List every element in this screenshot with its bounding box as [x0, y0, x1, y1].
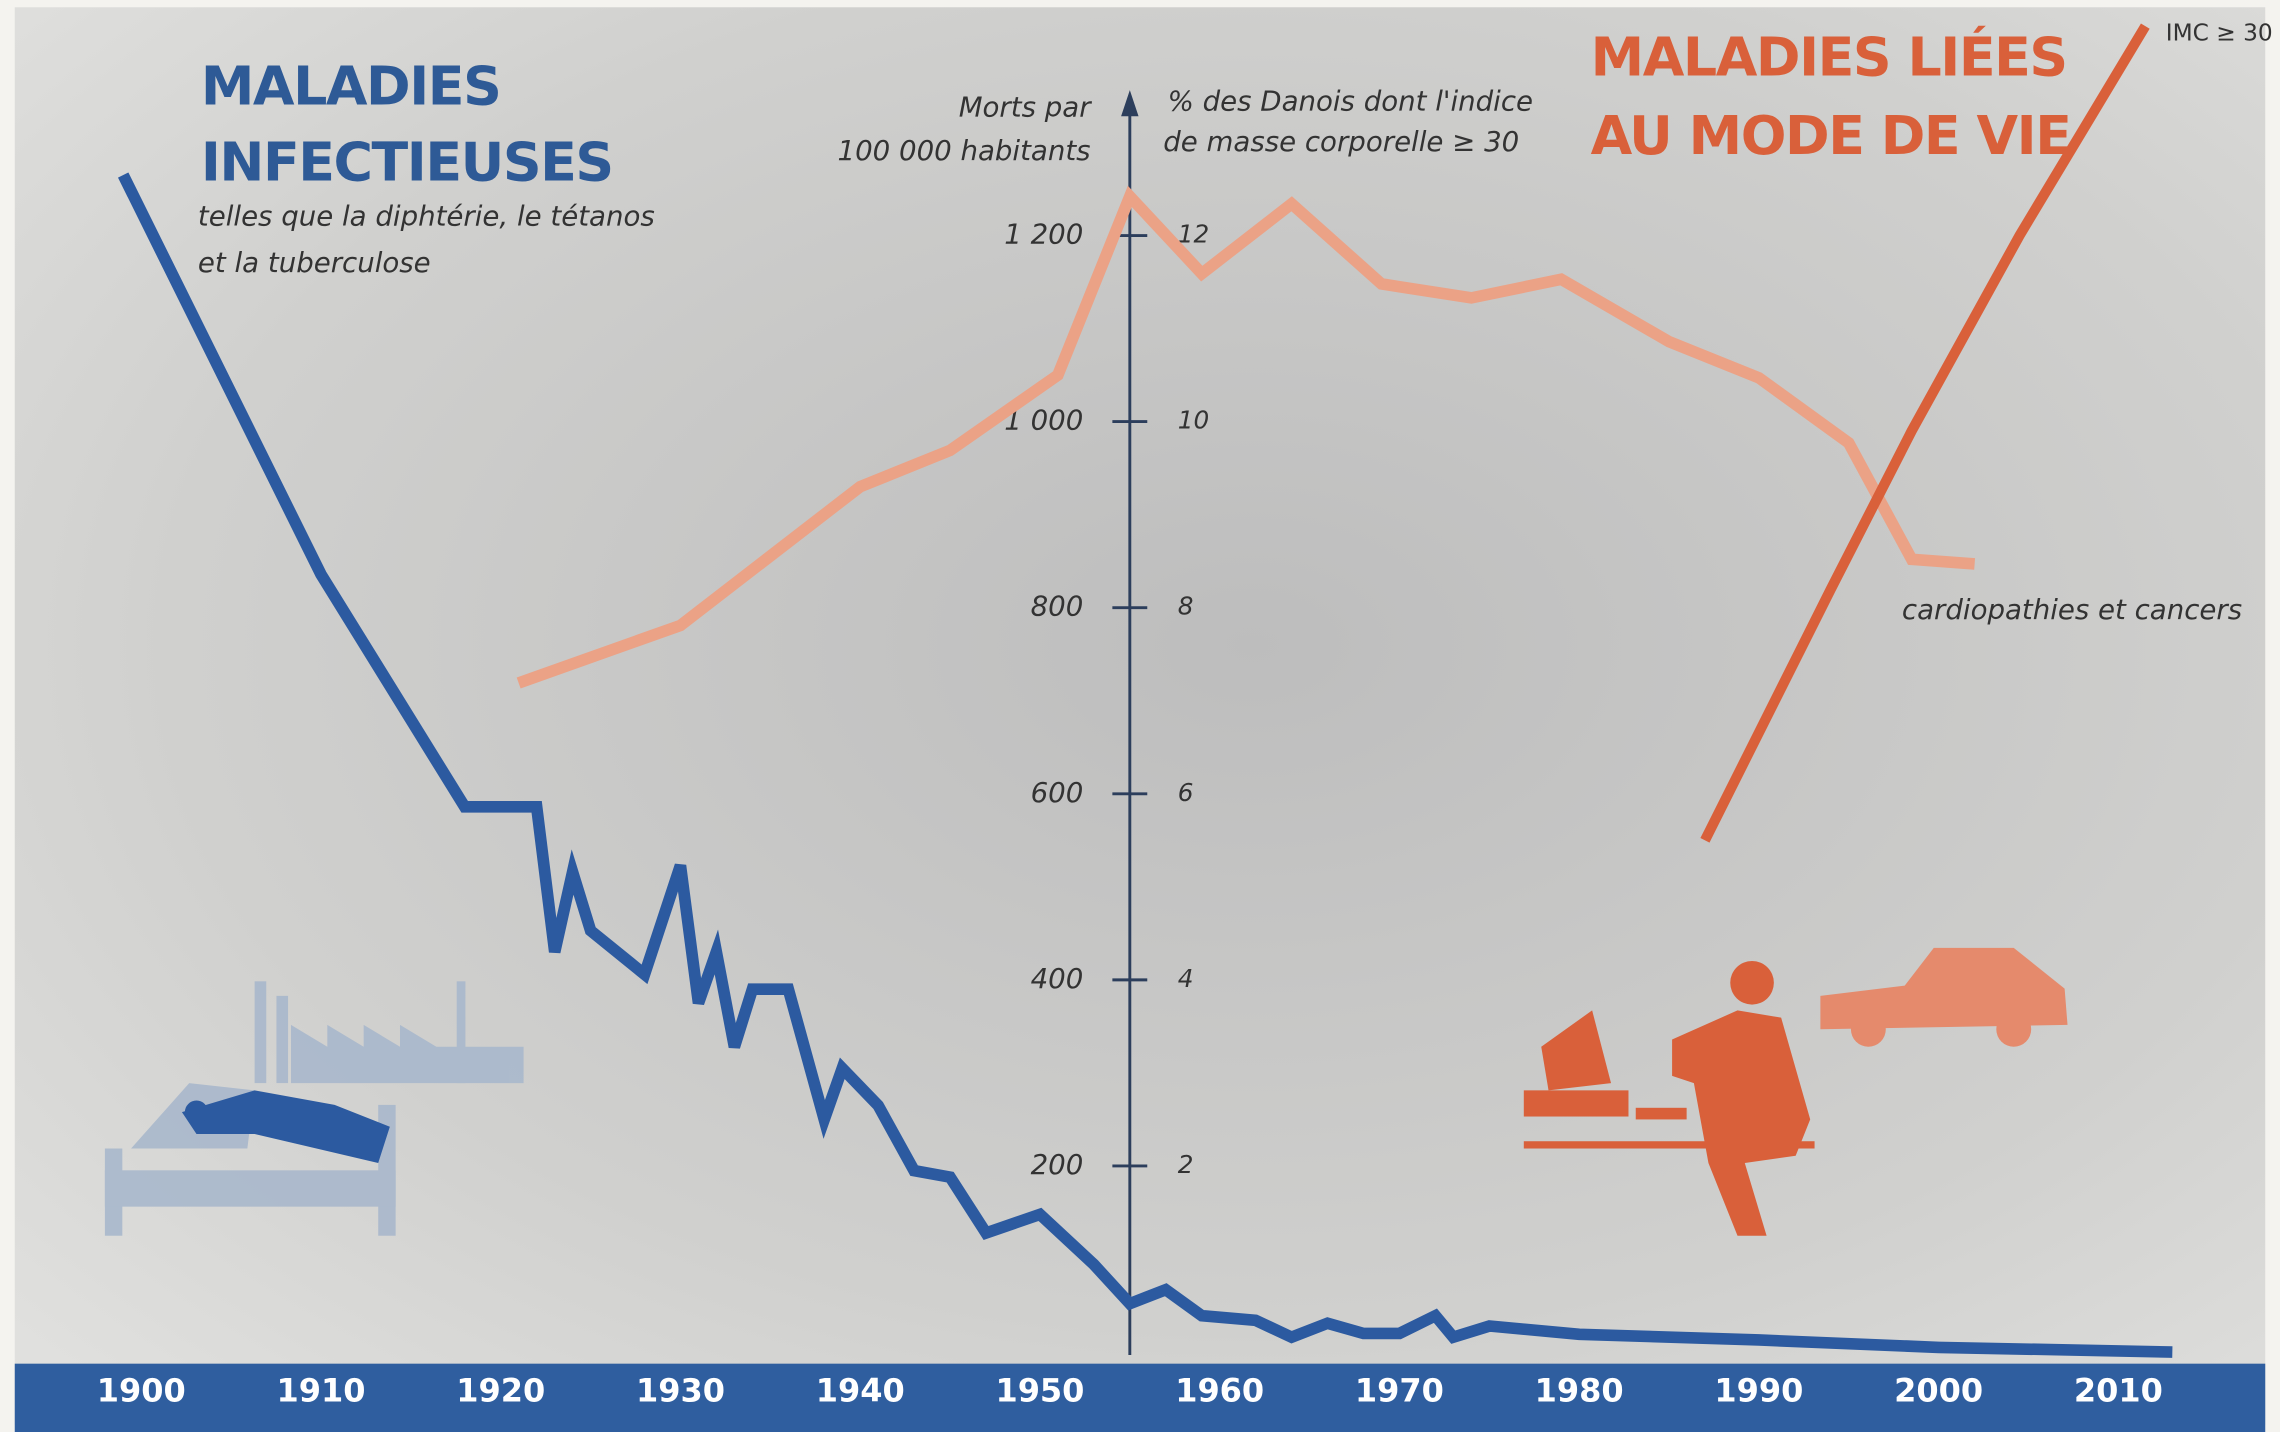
x-tick-label: 2000 — [1894, 1372, 1983, 1410]
x-tick-label: 2010 — [2074, 1372, 2163, 1410]
x-tick-label: 1990 — [1714, 1372, 1803, 1410]
y2-tick-label: 2 — [1178, 1150, 1194, 1179]
page: MALADIES INFECTIEUSES telles que la diph… — [0, 0, 2280, 1432]
chart: MALADIES INFECTIEUSES telles que la diph… — [0, 0, 2280, 1432]
y2-axis-label: de masse corporelle ≥ 30 — [1163, 125, 1519, 158]
y2-tick-label: 12 — [1178, 220, 1209, 249]
right-title: AU MODE DE VIE — [1591, 104, 2071, 167]
y2-tick-label: 4 — [1178, 964, 1194, 993]
left-subtitle: et la tuberculose — [198, 246, 431, 279]
y-axis-label: 100 000 habitants — [838, 134, 1091, 167]
y-tick-label: 1 200 — [1004, 218, 1083, 251]
right-title: MALADIES LIÉES — [1591, 26, 2067, 89]
x-tick-label: 1920 — [456, 1372, 545, 1410]
y2-axis-label: % des Danois dont l'indice — [1168, 84, 1533, 117]
left-title: MALADIES — [201, 55, 501, 118]
y-tick-label: 600 — [1031, 776, 1084, 809]
x-tick-label: 1940 — [816, 1372, 905, 1410]
patient-head — [185, 1101, 208, 1124]
y-tick-label: 200 — [1031, 1148, 1084, 1181]
x-tick-label: 1970 — [1355, 1372, 1444, 1410]
y-tick-label: 400 — [1031, 962, 1084, 995]
y-axis-label: Morts par — [959, 90, 1092, 123]
y2-tick-label: 6 — [1178, 778, 1194, 807]
series-label: cardiopathies et cancers — [1902, 593, 2242, 626]
x-tick-label: 1980 — [1535, 1372, 1624, 1410]
x-tick-label: 1900 — [97, 1372, 186, 1410]
y2-tick-label: 10 — [1178, 406, 1209, 435]
x-tick-label: 1930 — [636, 1372, 725, 1410]
x-tick-label: 1960 — [1175, 1372, 1264, 1410]
series-label: IMC ≥ 30 — [2166, 20, 2273, 47]
x-tick-label: 1910 — [276, 1372, 365, 1410]
left-title: INFECTIEUSES — [201, 130, 613, 193]
left-subtitle: telles que la diphtérie, le tétanos — [198, 199, 655, 232]
y2-tick-label: 8 — [1178, 592, 1194, 621]
x-tick-label: 1950 — [995, 1372, 1084, 1410]
y-tick-label: 800 — [1031, 590, 1084, 623]
